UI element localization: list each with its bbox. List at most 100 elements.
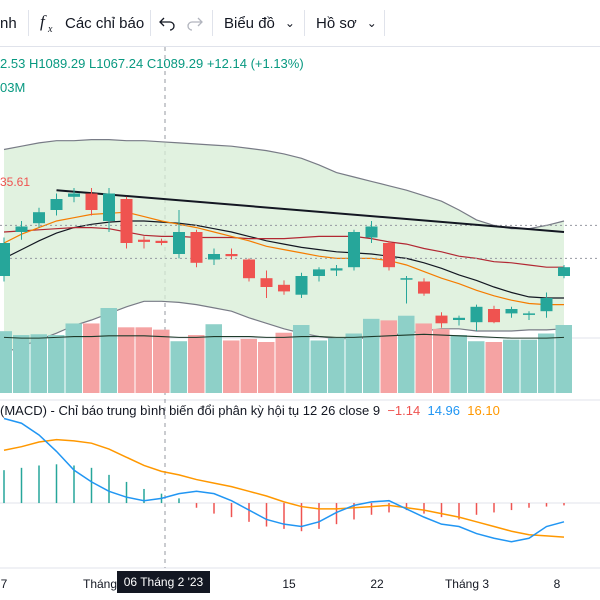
moving-average-red-line — [3, 227, 564, 268]
candle-body — [470, 306, 483, 323]
high-value: 1089.29 — [38, 56, 86, 71]
candle-body — [50, 199, 63, 210]
moving-average-orange-line — [3, 211, 564, 306]
profile-dropdown[interactable]: Hồ sơ ⌄ — [316, 0, 380, 46]
volume-bar — [65, 323, 82, 393]
candle-body — [243, 259, 255, 279]
volume-bar — [468, 341, 485, 393]
high-label: H — [28, 56, 39, 71]
volume-bar — [450, 335, 467, 393]
candle-body — [225, 254, 238, 257]
candle-body — [278, 284, 290, 292]
bollinger-band-fill — [4, 139, 564, 353]
candle-body — [558, 267, 570, 276]
candle-body — [453, 317, 465, 320]
close-label: C — [146, 56, 157, 71]
bollinger-middle-line — [3, 220, 564, 299]
open-value: 2.53 — [0, 56, 26, 71]
volume-bar — [223, 340, 240, 393]
volume-bar — [555, 325, 572, 393]
low-label: L — [88, 56, 97, 71]
undo-icon — [159, 17, 175, 31]
redo-icon — [187, 17, 203, 31]
macd-pane — [0, 417, 600, 543]
candle-body — [295, 276, 308, 295]
volume-bar — [310, 340, 327, 393]
candle-body — [68, 193, 80, 197]
chart-type-label: Biểu đồ — [224, 14, 275, 32]
time-axis-tick-label: 8 — [554, 577, 561, 591]
candle-body — [488, 309, 500, 323]
volume-bar — [83, 323, 100, 393]
candle-body — [120, 199, 133, 243]
volume-bar — [363, 318, 380, 393]
macd-signal-value: 16.10 — [467, 403, 500, 418]
candle-body — [208, 254, 220, 260]
fx-icon: f x — [40, 12, 53, 34]
volume-bar — [520, 339, 537, 393]
candle-body — [190, 232, 203, 263]
chart-type-dropdown[interactable]: Biểu đồ ⌄ — [224, 0, 300, 46]
candle-body — [15, 226, 28, 232]
indicators-label: Các chỉ báo — [65, 14, 145, 32]
candle-body — [138, 239, 150, 242]
indicators-button[interactable]: f x Các chỉ báo — [38, 0, 148, 46]
toolbar-separator — [212, 10, 213, 36]
candle-body — [260, 278, 273, 287]
toolbar-separator — [384, 10, 385, 36]
candle-body — [435, 315, 448, 324]
volume-bar — [293, 325, 310, 393]
volume-bar — [258, 342, 275, 393]
volume-bar — [380, 320, 397, 393]
volume-bar — [275, 332, 292, 393]
bollinger-value-label: 35.61 — [0, 175, 30, 189]
chevron-down-icon: ⌄ — [366, 16, 377, 30]
close-value: 1089.29 — [156, 56, 204, 71]
candle-body — [173, 232, 185, 254]
time-axis: 7 Tháng 15 22 Tháng 3 8 — [1, 577, 561, 591]
volume-ma-line — [3, 333, 565, 339]
top-toolbar: nh f x Các chỉ báo Biểu đồ ⌄ Hồ sơ ⌄ — [0, 0, 600, 47]
volume-bar — [100, 308, 117, 393]
macd-line — [3, 417, 565, 543]
candle-body — [85, 193, 98, 210]
volume-bar — [48, 335, 65, 393]
candle-body — [540, 298, 553, 312]
time-axis-tick-label: 22 — [370, 577, 384, 591]
bollinger-lower-line — [3, 300, 565, 354]
redo-button[interactable] — [186, 0, 208, 46]
toolbar-separator — [28, 10, 29, 36]
volume-bar — [415, 323, 432, 393]
volume-bar — [188, 335, 205, 393]
svg-text:x: x — [47, 24, 53, 34]
macd-name: (MACD) - Chỉ báo trung bình biến đổi phâ… — [0, 403, 381, 418]
bollinger-upper-line — [3, 139, 565, 230]
volume-bar — [13, 335, 30, 393]
macd-legend: (MACD) - Chỉ báo trung bình biến đổi phâ… — [0, 403, 500, 418]
undo-button[interactable] — [158, 0, 180, 46]
crosshair-date-badge: 06 Tháng 2 '23 — [117, 571, 210, 593]
volume-bar — [328, 338, 345, 393]
candle-body — [33, 212, 45, 224]
ohlc-legend: 2.53 H1089.29 L1067.24 C1089.29 +12.14 (… — [0, 56, 304, 71]
volume-bar — [538, 333, 555, 393]
volume-pane — [0, 308, 572, 393]
candle-body — [365, 226, 378, 238]
macd-hist-value: −1.14 — [387, 403, 421, 418]
price-pane: 35.61 — [0, 139, 600, 354]
toolbar-item-clipped[interactable]: nh — [0, 0, 28, 46]
toolbar-separator — [304, 10, 305, 36]
candle-body — [313, 269, 325, 276]
volume-bar — [135, 327, 152, 393]
volume-bar — [398, 315, 415, 393]
volume-bar — [485, 342, 502, 393]
volume-legend: 03M — [0, 80, 26, 95]
low-value: 1067.24 — [96, 56, 144, 71]
profile-label: Hồ sơ — [316, 14, 357, 32]
volume-bar — [0, 331, 12, 393]
candle-body — [103, 193, 115, 221]
toolbar-separator — [150, 10, 151, 36]
volume-bar — [205, 324, 222, 393]
time-axis-tick-label: 7 — [1, 577, 8, 591]
